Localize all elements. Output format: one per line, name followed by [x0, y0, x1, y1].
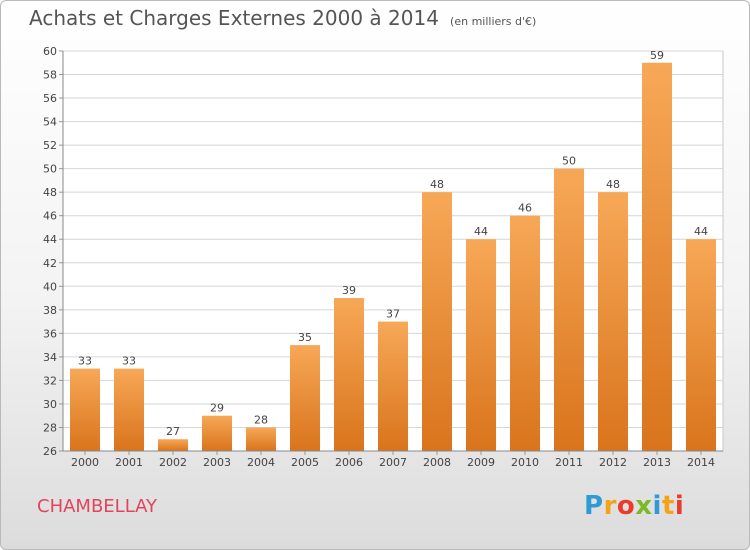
data-label: 33 — [78, 355, 92, 368]
data-label: 46 — [518, 202, 532, 215]
bar — [642, 62, 672, 451]
x-tick-label: 2005 — [291, 456, 319, 469]
y-tick-label: 30 — [43, 398, 57, 411]
x-tick-label: 2008 — [423, 456, 451, 469]
x-tick-label: 2007 — [379, 456, 407, 469]
bar — [378, 321, 408, 451]
y-tick-label: 34 — [43, 351, 57, 364]
bar — [686, 239, 716, 451]
y-tick-label: 60 — [43, 45, 57, 58]
bar — [246, 427, 276, 451]
x-tick-label: 2014 — [687, 456, 715, 469]
logo-letter: P — [584, 491, 604, 521]
bar — [70, 368, 100, 451]
commune-name: CHAMBELLAY — [37, 496, 158, 517]
data-label: 39 — [342, 284, 356, 297]
y-tick-label: 58 — [43, 69, 57, 82]
chart-title-text: Achats et Charges Externes 2000 à 2014 — [29, 6, 439, 30]
logo-letter: r — [603, 491, 617, 521]
y-tick-label: 54 — [43, 116, 57, 129]
x-tick-label: 2004 — [247, 456, 275, 469]
logo-letter: t — [661, 491, 675, 521]
x-tick-label: 2006 — [335, 456, 363, 469]
y-tick-label: 52 — [43, 139, 57, 152]
data-label: 28 — [254, 413, 268, 426]
bar — [510, 215, 540, 451]
bar — [554, 168, 584, 451]
y-tick-label: 44 — [43, 233, 57, 246]
y-tick-label: 38 — [43, 304, 57, 317]
data-label: 59 — [650, 49, 664, 62]
y-tick-label: 50 — [43, 163, 57, 176]
bar — [290, 345, 320, 451]
chart-title: Achats et Charges Externes 2000 à 2014 (… — [29, 6, 536, 30]
y-tick-label: 36 — [43, 327, 57, 340]
y-tick-label: 32 — [43, 374, 57, 387]
data-label: 48 — [430, 178, 444, 191]
proxiti-logo: Proxiti — [584, 491, 684, 521]
x-tick-label: 2010 — [511, 456, 539, 469]
logo-letter: i — [652, 491, 662, 521]
data-label: 50 — [562, 155, 576, 168]
bar — [202, 415, 232, 451]
x-tick-label: 2003 — [203, 456, 231, 469]
chart-unit-label: (en milliers d'€) — [450, 15, 537, 28]
data-label: 44 — [694, 225, 708, 238]
bar — [466, 239, 496, 451]
data-label: 44 — [474, 225, 488, 238]
y-tick-label: 48 — [43, 186, 57, 199]
x-tick-label: 2012 — [599, 456, 627, 469]
bar — [422, 192, 452, 452]
y-tick-label: 46 — [43, 210, 57, 223]
data-label: 37 — [386, 308, 400, 321]
x-tick-label: 2013 — [643, 456, 671, 469]
bar — [158, 439, 188, 451]
logo-letter: o — [616, 491, 636, 521]
x-tick-label: 2001 — [115, 456, 143, 469]
y-tick-label: 28 — [43, 421, 57, 434]
y-tick-label: 26 — [43, 445, 57, 458]
logo-letter: x — [635, 491, 653, 521]
data-label: 27 — [166, 425, 180, 438]
bar — [334, 298, 364, 451]
y-tick-label: 40 — [43, 280, 57, 293]
y-tick-label: 56 — [43, 92, 57, 105]
bar — [598, 192, 628, 452]
data-label: 35 — [298, 331, 312, 344]
x-tick-label: 2002 — [159, 456, 187, 469]
bar — [114, 368, 144, 451]
logo-letter: i — [674, 491, 685, 521]
data-label: 33 — [122, 355, 136, 368]
x-tick-label: 2009 — [467, 456, 495, 469]
x-tick-label: 2000 — [71, 456, 99, 469]
data-label: 29 — [210, 402, 224, 415]
x-tick-label: 2011 — [555, 456, 583, 469]
y-tick-label: 42 — [43, 257, 57, 270]
data-label: 48 — [606, 178, 620, 191]
